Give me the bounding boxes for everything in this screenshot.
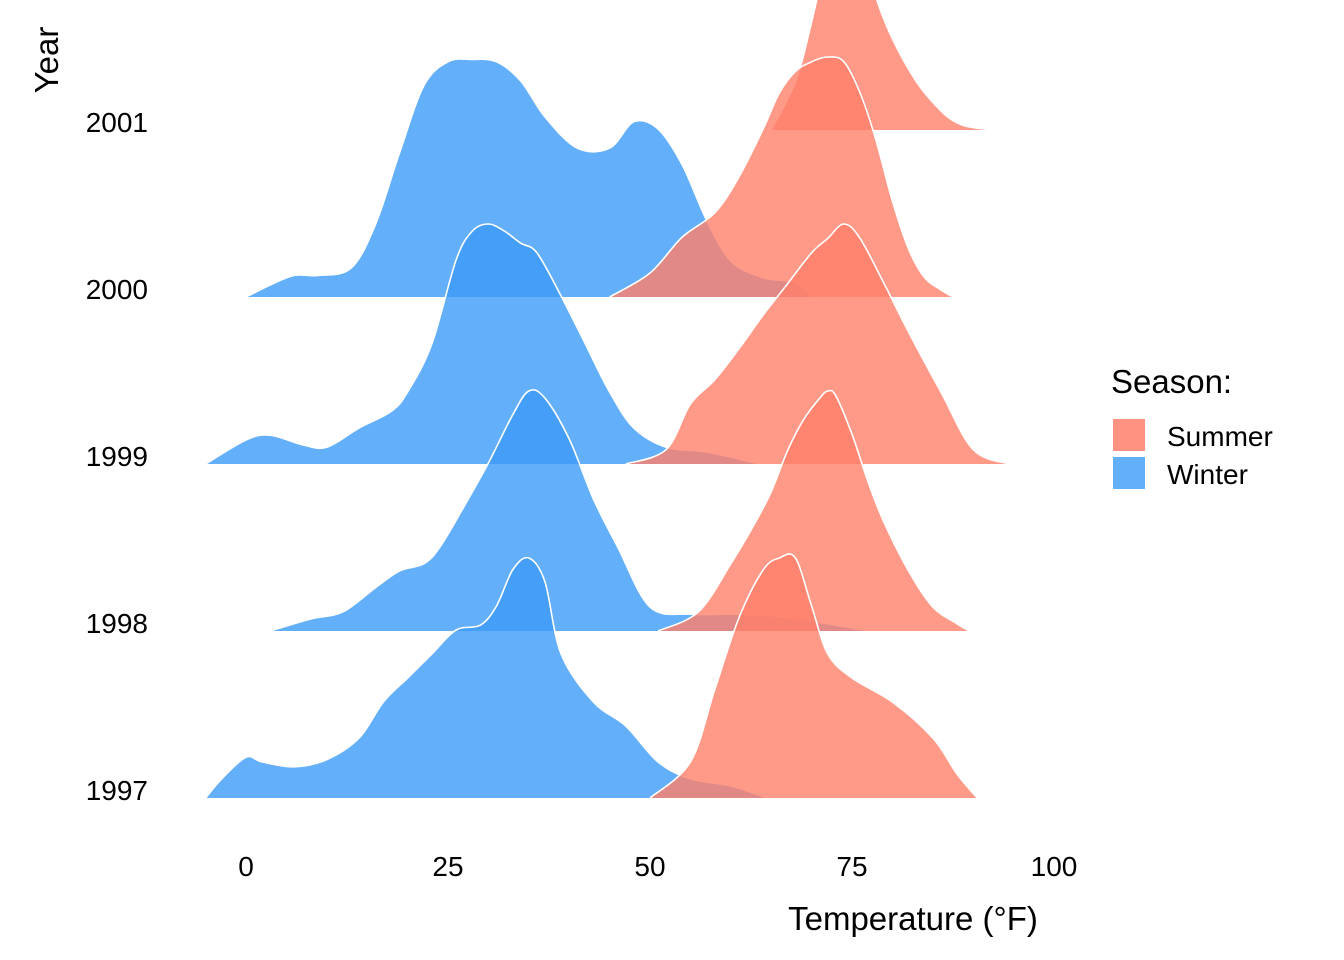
ridges-layer: [204, 0, 1010, 799]
ridge-summer-1998: [657, 389, 970, 632]
x-tick-label: 100: [1031, 851, 1078, 882]
ridge-outline-summer-1997: [649, 553, 978, 799]
x-tick-label: 25: [432, 851, 463, 882]
x-tick-label: 50: [634, 851, 665, 882]
y-axis-ticks: 1997 1998 1999 2000 2001: [86, 107, 148, 806]
ridge-area-summer-2000: [609, 56, 953, 298]
ridge-area-summer-1997: [650, 553, 978, 798]
ridge-outline-summer-1998: [657, 389, 970, 632]
ridge-area-summer-1999: [625, 224, 1010, 464]
ridge-area-winter-1997: [205, 557, 768, 798]
ridge-outline-summer-2001: [770, 0, 998, 131]
ridge-outline-winter-1997: [204, 556, 768, 799]
ridge-area-winter-1998: [270, 389, 869, 631]
ridge-summer-1999: [625, 223, 1010, 465]
x-axis-title: Temperature (°F): [788, 900, 1038, 937]
ridge-area-winter-1999: [205, 224, 760, 464]
ridge-winter-1997: [204, 556, 768, 799]
ridge-area-summer-1998: [658, 390, 970, 631]
legend-title: Season:: [1111, 363, 1232, 400]
legend: Season: Summer Winter: [1111, 363, 1273, 490]
y-tick-label: 2000: [86, 274, 148, 305]
legend-swatch-summer: [1113, 419, 1145, 451]
ridge-outline-summer-1999: [625, 223, 1010, 465]
x-axis-ticks: 0 25 50 75 100: [238, 851, 1077, 882]
ridge-summer-2000: [609, 56, 954, 298]
y-tick-label: 1999: [86, 441, 148, 472]
y-tick-label: 1998: [86, 608, 148, 639]
ridge-winter-1999: [205, 223, 760, 465]
ridge-outline-summer-2000: [609, 56, 954, 298]
legend-label-summer: Summer: [1167, 421, 1273, 452]
y-tick-label: 1997: [86, 775, 148, 806]
ridge-summer-1997: [649, 553, 978, 799]
x-tick-label: 0: [238, 851, 254, 882]
y-tick-label: 2001: [86, 107, 148, 138]
x-tick-label: 75: [836, 851, 867, 882]
ridge-area-winter-2000: [246, 58, 812, 297]
y-axis-title: Year: [28, 27, 65, 94]
legend-swatch-winter: [1113, 457, 1145, 489]
ridge-outline-winter-1999: [205, 223, 760, 465]
legend-label-winter: Winter: [1167, 459, 1248, 490]
